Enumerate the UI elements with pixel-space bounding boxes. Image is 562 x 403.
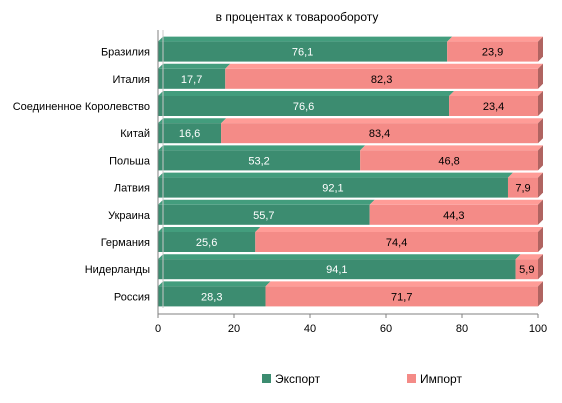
bars-layer: Бразилия 76,1 23,9 Италия 17,7 82,3 Соединенно… (13, 36, 543, 307)
bar-import (515, 259, 538, 280)
bar-export (158, 150, 361, 171)
bar-top-face (369, 199, 543, 205)
bar-top-face (158, 63, 231, 69)
x-tick-label: 60 (380, 323, 392, 335)
category-label: Италия (113, 74, 151, 86)
bar-import (225, 68, 538, 89)
bar-top-face (158, 281, 271, 287)
bar-export (158, 259, 516, 280)
bar-top-face (158, 199, 375, 205)
data-label: 74,4 (386, 237, 407, 249)
x-tick-label: 20 (228, 323, 240, 335)
bar-export (158, 41, 448, 62)
bar-export (158, 204, 370, 225)
x-tick-label: 80 (456, 323, 468, 335)
bar-export (158, 286, 266, 307)
legend-entry: Экспорт (275, 372, 321, 386)
bar-side-face (538, 36, 543, 62)
bar-top-face (221, 118, 543, 124)
data-label: 16,6 (179, 128, 200, 140)
bar-side-face (538, 63, 543, 89)
data-label: 82,3 (371, 74, 392, 86)
data-label: 83,4 (369, 128, 390, 140)
bar-import (507, 177, 538, 198)
bar-top-face (507, 172, 543, 178)
category-label: Бразилия (101, 47, 150, 59)
bar-side-face (538, 227, 543, 252)
bar-export (158, 123, 222, 144)
bar-top-face (158, 91, 455, 96)
data-label: 17,7 (181, 74, 202, 86)
bar-top-face (447, 36, 543, 42)
legend-swatch (407, 374, 416, 383)
bar-top-face (158, 118, 227, 124)
bar-top-face (360, 145, 543, 151)
bar-side-face (538, 91, 543, 116)
x-tick-label: 0 (155, 323, 161, 335)
bar-top-face (225, 63, 543, 69)
data-label: 71,7 (391, 291, 412, 303)
data-label: 55,7 (253, 210, 274, 222)
bar-export (158, 177, 508, 198)
legend-swatch (262, 374, 271, 383)
data-label: 28,3 (201, 291, 222, 303)
bar-import (360, 150, 538, 171)
data-label: 76,6 (293, 101, 314, 113)
category-label: Россия (114, 291, 150, 303)
bar-top-face (158, 227, 261, 232)
category-label: Китай (120, 128, 150, 140)
bar-side-face (538, 145, 543, 171)
category-label: Нидерланды (85, 264, 150, 276)
data-label: 44,3 (443, 210, 464, 222)
category-label: Соединенное Королевство (13, 101, 150, 113)
data-label: 25,6 (196, 237, 217, 249)
bar-export (158, 232, 256, 252)
bar-import (449, 96, 538, 116)
bar-top-face (158, 145, 366, 151)
bar-side-face (538, 172, 543, 198)
bar-import (369, 204, 538, 225)
x-axis: 0 20 40 60 80 100 (155, 30, 547, 335)
data-label: 53,2 (248, 155, 269, 167)
bar-import (221, 123, 538, 144)
x-tick-label: 40 (304, 323, 316, 335)
bar-export (158, 68, 226, 89)
bar-side-face (538, 118, 543, 144)
data-label: 5,9 (519, 264, 534, 276)
bar-import (447, 41, 538, 62)
data-label: 23,4 (483, 101, 504, 113)
bar-top-face (158, 172, 513, 178)
bar-side-face (538, 199, 543, 225)
data-label: 94,1 (326, 264, 347, 276)
data-label: 46,8 (438, 155, 459, 167)
x-tick-label: 100 (529, 323, 547, 335)
data-label: 92,1 (322, 183, 343, 195)
bar-top-face (449, 91, 543, 96)
category-label: Германия (101, 237, 150, 249)
bar-export (158, 96, 450, 116)
bar-side-face (538, 281, 543, 307)
data-label: 7,9 (515, 183, 530, 195)
legend: Экспорт Импорт (262, 372, 462, 386)
bar-top-face (255, 227, 543, 232)
bar-import (265, 286, 538, 307)
category-label: Латвия (114, 183, 150, 195)
bar-import (255, 232, 538, 252)
bar-top-face (515, 254, 543, 260)
data-label: 23,9 (482, 47, 503, 59)
bar-top-face (158, 254, 521, 260)
legend-entry: Импорт (420, 372, 462, 386)
chart-title: в процентах к товарообороту (216, 10, 379, 24)
category-label: Украина (108, 210, 151, 222)
bar-top-face (158, 36, 453, 42)
bar-top-face (265, 281, 543, 287)
bar-side-face (538, 254, 543, 280)
category-label: Польша (109, 155, 151, 167)
data-label: 76,1 (292, 47, 313, 59)
